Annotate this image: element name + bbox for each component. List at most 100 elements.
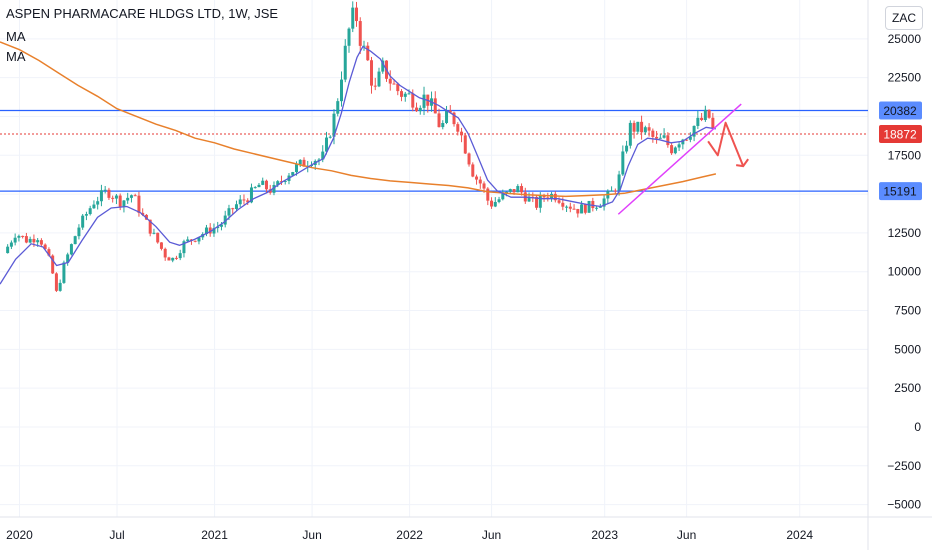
candle-body xyxy=(156,232,160,243)
candle-body xyxy=(448,110,452,113)
time-tick-label: Jul xyxy=(109,528,124,542)
candle-body xyxy=(415,107,419,112)
candle-body xyxy=(655,136,659,139)
price-tick-label: 7500 xyxy=(894,304,921,318)
price-tick-label: 22500 xyxy=(888,71,922,85)
candle-body xyxy=(565,206,569,208)
price-tick-label: 5000 xyxy=(894,342,921,356)
candle-body xyxy=(677,144,681,148)
currency-button[interactable]: ZAC xyxy=(885,6,923,30)
candle-body xyxy=(227,208,231,216)
candle-body xyxy=(561,202,565,207)
candle-body xyxy=(51,255,55,274)
candle-body xyxy=(193,240,197,242)
candle-body xyxy=(583,204,587,213)
candle-body xyxy=(28,238,32,243)
candle-body xyxy=(636,121,640,132)
arrow-head xyxy=(736,158,749,168)
candle-body xyxy=(535,196,539,208)
candle-body xyxy=(568,206,572,209)
candle-body xyxy=(647,127,651,131)
candle-body xyxy=(107,189,111,198)
candle-body xyxy=(610,190,614,192)
candle-body xyxy=(294,164,298,173)
candle-body xyxy=(696,117,700,126)
drawings xyxy=(617,103,749,215)
candle-body xyxy=(9,242,13,247)
candle-body xyxy=(580,204,584,214)
candle-body xyxy=(508,189,512,192)
candle-body xyxy=(6,246,10,254)
symbol-title[interactable]: ASPEN PHARMACARE HLDGS LTD, 1W, JSE xyxy=(6,6,279,21)
candle-body xyxy=(602,198,606,207)
ma-fast-line xyxy=(0,45,717,285)
candle-body xyxy=(478,179,482,184)
candle-body xyxy=(591,200,595,209)
time-tick-label: 2023 xyxy=(591,528,618,542)
candle-body xyxy=(576,208,580,214)
candle-body xyxy=(520,186,524,193)
time-axis[interactable]: 2020 Jul 2021 Jun 2022 Jun 2023 Jun 2024 xyxy=(6,528,813,542)
candle-body xyxy=(516,186,520,193)
indicator-ma-label[interactable]: MA xyxy=(6,29,26,44)
candle-body xyxy=(553,193,557,201)
candle-body xyxy=(441,123,445,128)
candle-body xyxy=(497,199,501,202)
candle-body xyxy=(73,236,77,245)
candle-body xyxy=(302,159,306,167)
price-tick-label: 10000 xyxy=(888,265,922,279)
candle-body xyxy=(32,238,36,243)
candle-body xyxy=(373,85,377,87)
candle-body xyxy=(471,164,475,177)
candle-body xyxy=(84,214,88,216)
price-tick-label: 12500 xyxy=(888,226,922,240)
indicator-ma-label[interactable]: MA xyxy=(6,49,26,64)
price-axis[interactable]: −5000−2500025005000750010000125001500017… xyxy=(879,32,922,512)
candle-body xyxy=(557,200,561,203)
candle-body xyxy=(328,136,332,138)
candles xyxy=(6,1,715,293)
candle-body xyxy=(62,262,66,283)
time-tick-label: Jun xyxy=(677,528,696,542)
moving-averages xyxy=(0,41,717,285)
candle-body xyxy=(366,45,370,61)
candle-body xyxy=(24,236,28,243)
candle-body xyxy=(407,93,411,95)
candle-body xyxy=(111,197,115,199)
candle-body xyxy=(291,172,295,176)
time-tick-label: 2020 xyxy=(6,528,33,542)
candle-body xyxy=(39,240,43,245)
candle-body xyxy=(69,244,73,255)
candle-body xyxy=(21,235,25,237)
candle-body xyxy=(707,109,711,118)
time-tick-label: Jun xyxy=(302,528,321,542)
candle-body xyxy=(501,193,505,200)
candle-body xyxy=(336,101,340,114)
candle-body xyxy=(167,257,171,261)
price-label-text: 18872 xyxy=(883,127,917,141)
candle-body xyxy=(283,180,287,182)
candle-body xyxy=(692,125,696,137)
candle-body xyxy=(411,93,415,108)
time-tick-label: 2024 xyxy=(786,528,813,542)
candle-body xyxy=(77,227,81,237)
candle-body xyxy=(658,137,662,139)
candle-body xyxy=(246,200,250,203)
candle-body xyxy=(433,98,437,114)
candle-body xyxy=(681,139,685,145)
candle-body xyxy=(92,204,96,209)
candle-body xyxy=(122,200,126,207)
candle-body xyxy=(216,226,220,229)
candle-body xyxy=(66,254,70,263)
candle-body xyxy=(662,135,666,138)
candle-body xyxy=(456,124,460,132)
candle-body xyxy=(231,208,235,210)
candle-body xyxy=(351,7,355,29)
candle-body xyxy=(358,21,362,46)
candle-body xyxy=(118,195,122,207)
candle-body xyxy=(482,183,486,189)
price-label-text: 20382 xyxy=(883,104,917,118)
candle-body xyxy=(238,199,242,205)
